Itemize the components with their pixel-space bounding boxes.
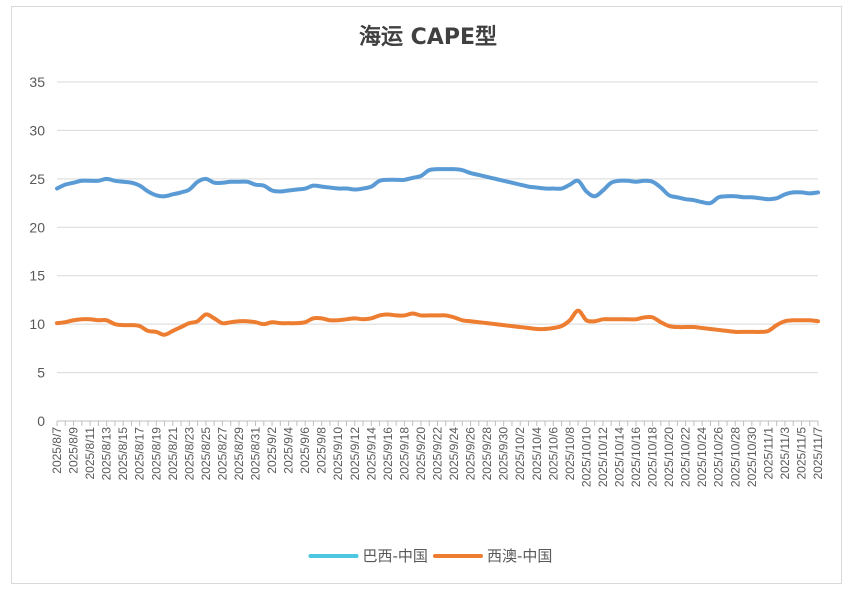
x-tick-label: 2025/9/18: [397, 427, 411, 481]
y-tick-label: 30: [29, 122, 45, 138]
x-tick-label: 2025/9/22: [431, 427, 445, 481]
x-tick-label: 2025/9/26: [464, 427, 478, 481]
x-tick-label: 2025/10/10: [579, 427, 593, 487]
x-tick-label: 2025/9/14: [364, 427, 378, 481]
y-tick-label: 10: [29, 316, 45, 332]
x-tick-label: 2025/10/14: [612, 427, 626, 487]
x-tick-label: 2025/9/10: [331, 427, 345, 481]
x-tick-label: 2025/11/5: [794, 427, 808, 480]
y-axis-ticks: 0 5 10 15 20 25 30 35: [29, 74, 45, 429]
legend-label: 巴西-中国: [363, 547, 428, 565]
x-tick-label: 2025/10/4: [530, 427, 544, 481]
x-tick-label: 2025/10/12: [596, 427, 610, 487]
x-tick-label: 2025/8/25: [199, 427, 213, 481]
x-tick-label: 2025/10/2: [513, 427, 527, 481]
x-tick-label: 2025/10/16: [629, 427, 643, 487]
y-tick-label: 0: [37, 413, 45, 429]
chart-frame: [11, 6, 842, 584]
x-tick-label: 2025/8/11: [83, 427, 97, 480]
series-lines: [55, 167, 820, 337]
x-tick-label: 2025/10/30: [745, 427, 759, 487]
x-tick-label: 2025/9/2: [265, 427, 279, 474]
x-tick-label: 2025/9/4: [282, 427, 296, 474]
x-tick-label: 2025/8/13: [100, 427, 114, 481]
x-tick-label: 2025/9/20: [414, 427, 428, 481]
x-tick-label: 2025/11/7: [811, 427, 825, 480]
y-tick-label: 5: [37, 365, 45, 381]
legend-label: 西澳-中国: [487, 547, 552, 565]
x-tick-label: 2025/8/21: [166, 427, 180, 481]
x-tick-label: 2025/10/24: [695, 427, 709, 487]
x-tick-label: 2025/8/23: [182, 427, 196, 481]
x-tick-label: 2025/11/1: [761, 427, 775, 480]
y-tick-label: 15: [29, 268, 45, 284]
x-tick-label: 2025/8/31: [249, 427, 263, 481]
x-tick-label: 2025/10/28: [728, 427, 742, 487]
x-tick-label: 2025/8/7: [50, 427, 64, 474]
x-tick-label: 2025/8/19: [149, 427, 163, 481]
x-tick-label: 2025/9/8: [315, 427, 329, 474]
x-tick-label: 2025/9/30: [497, 427, 511, 481]
x-tick-label: 2025/10/20: [662, 427, 676, 487]
series-line-1: [55, 167, 820, 206]
x-axis: 2025/8/7 2025/8/9 2025/8/11 2025/8/13 2025/8…: [50, 420, 825, 487]
series-line-2: [55, 308, 820, 337]
x-tick-label: 2025/10/22: [679, 427, 693, 487]
x-tick-label: 2025/8/17: [133, 427, 147, 481]
chart-title: 海运 CAPE型: [359, 24, 497, 50]
x-tick-label: 2025/9/28: [480, 427, 494, 481]
x-tick-label: 2025/8/9: [67, 427, 81, 474]
x-tick-label: 2025/9/16: [381, 427, 395, 481]
y-tick-label: 20: [29, 219, 45, 235]
x-tick-label: 2025/8/15: [116, 427, 130, 481]
x-tick-label: 2025/9/12: [348, 427, 362, 481]
legend: 巴西-中国 西澳-中国: [308, 547, 552, 565]
y-tick-label: 25: [29, 171, 45, 187]
x-tick-label: 2025/10/6: [546, 427, 560, 481]
x-tick-label: 2025/10/8: [563, 427, 577, 481]
x-tick-label: 2025/9/6: [298, 427, 312, 474]
y-tick-label: 35: [29, 74, 45, 90]
x-tick-label: 2025/9/24: [447, 427, 461, 481]
x-tick-label: 2025/10/18: [646, 427, 660, 487]
x-tick-label: 2025/8/29: [232, 427, 246, 481]
x-tick-label: 2025/10/26: [712, 427, 726, 487]
x-tick-label: 2025/8/27: [215, 427, 229, 481]
x-tick-label: 2025/11/3: [778, 427, 792, 480]
